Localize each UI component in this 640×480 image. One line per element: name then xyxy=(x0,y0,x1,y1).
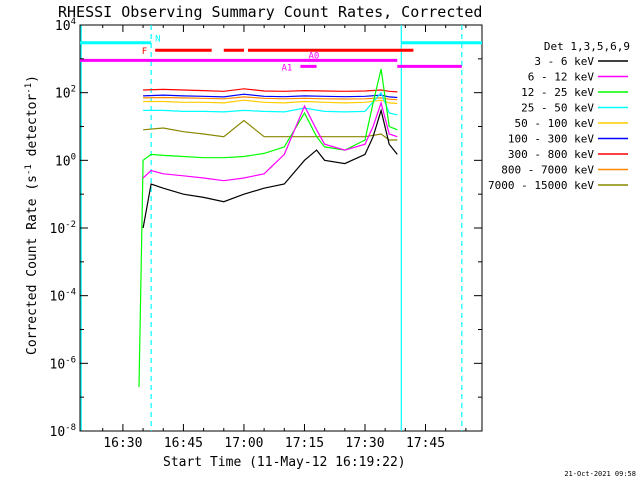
y-tick-label-0: 10-8 xyxy=(50,423,77,440)
legend-label-5: 100 - 300 keV xyxy=(508,133,594,146)
legend-title: Det 1,3,5,6,9 xyxy=(544,40,630,53)
legend-label-8: 7000 - 15000 keV xyxy=(488,179,594,192)
x-tick-label-0: 16:30 xyxy=(103,436,142,451)
x-tick-label-4: 17:30 xyxy=(345,436,384,451)
y-axis-label: Corrected Count Rate (s-1 detector-1) xyxy=(24,75,40,355)
legend-label-3: 25 - 50 keV xyxy=(521,102,594,115)
series-line-0 xyxy=(142,108,398,229)
series-line-4 xyxy=(143,99,398,105)
interval-boundaries xyxy=(80,25,463,431)
x-axis-ticks: 16:30 16:45 17:00 17:15 17:30 17:45 xyxy=(102,25,467,451)
chart-title: RHESSI Observing Summary Count Rates, Co… xyxy=(58,3,482,21)
interval-label-n: N xyxy=(155,35,160,45)
observing-intervals: NF A0 A1 xyxy=(80,35,482,73)
rate-series xyxy=(138,68,398,388)
y-tick-label-4: 100 xyxy=(55,152,76,169)
interval-label-a1: A1 xyxy=(282,63,293,73)
y-tick-label-5: 102 xyxy=(55,85,76,102)
y-axis-ticks: 10-8 10-6 10-4 10-2 100 102 104 xyxy=(50,17,482,440)
y-tick-label-2: 10-4 xyxy=(50,288,77,305)
y-tick-label-1: 10-6 xyxy=(50,355,77,372)
interval-label-f: F xyxy=(142,47,147,57)
series-line-7 xyxy=(143,96,398,101)
x-tick-label-3: 17:15 xyxy=(285,436,324,451)
x-tick-label-5: 17:45 xyxy=(406,436,445,451)
series-line-1 xyxy=(142,100,398,182)
plot-frame xyxy=(79,24,483,432)
series-line-5 xyxy=(143,93,398,99)
legend: Det 1,3,5,6,9 3 - 6 keV 6 - 12 keV 12 - 25… xyxy=(488,40,630,192)
legend-label-1: 6 - 12 keV xyxy=(528,71,595,84)
series-line-8 xyxy=(143,119,398,141)
x-tick-label-2: 17:00 xyxy=(224,436,263,451)
legend-label-4: 50 - 100 keV xyxy=(515,117,595,130)
series-line-2 xyxy=(138,68,398,388)
footer-date: 21-Oct-2021 09:58 xyxy=(564,470,636,478)
x-tick-label-1: 16:45 xyxy=(164,436,203,451)
legend-label-7: 800 - 7000 keV xyxy=(501,164,594,177)
y-tick-label-6: 104 xyxy=(55,17,76,34)
y-tick-label-3: 10-2 xyxy=(50,220,77,237)
series-line-6 xyxy=(143,88,398,93)
legend-label-2: 12 - 25 keV xyxy=(521,86,594,99)
x-axis-label: Start Time (11-May-12 16:19:22) xyxy=(163,455,406,470)
series-line-3 xyxy=(143,91,398,116)
plot-area: NF A0 A1 16:30 16:45 17:00 17:15 17:30 17:45 10… xyxy=(50,17,483,451)
interval-label-a0: A0 xyxy=(309,51,320,61)
legend-label-6: 300 - 800 keV xyxy=(508,148,594,161)
legend-label-0: 3 - 6 keV xyxy=(534,55,594,68)
